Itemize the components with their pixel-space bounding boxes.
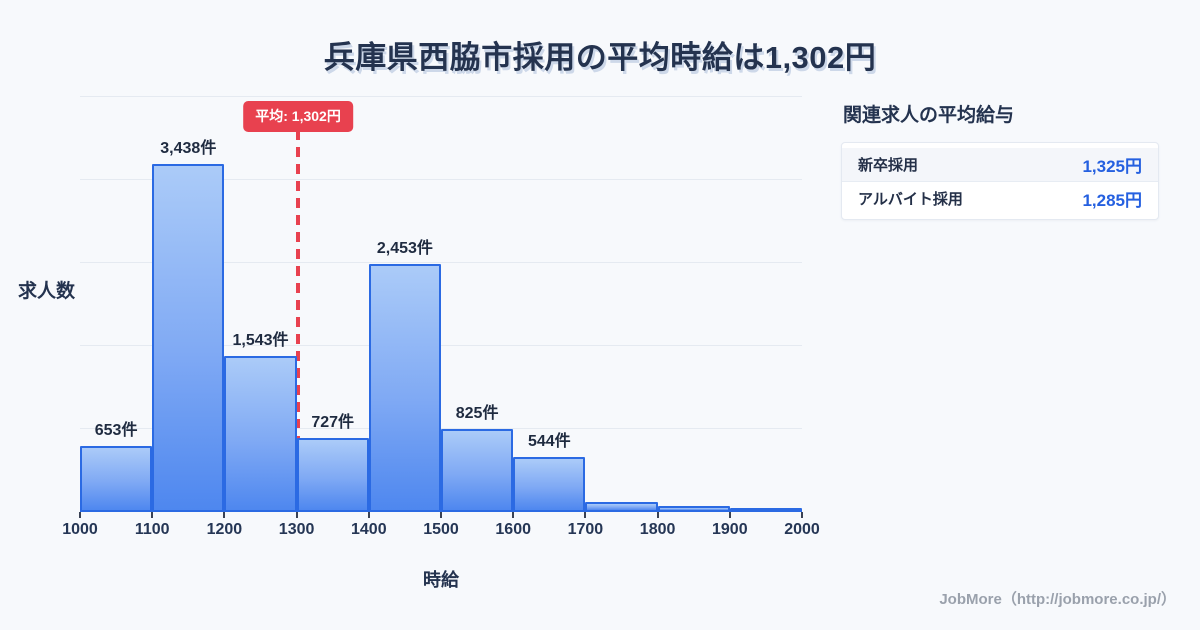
y-axis-label: 求人数 [18,281,76,302]
page-title: 兵庫県西脇市採用の平均時給は1,302円 [323,40,877,75]
bar-1600-1700 [513,456,586,512]
x-axis-tick [728,512,731,518]
average-value-badge: 平均: 1,302円 [243,101,353,132]
bar-value-label: 544件 [527,432,571,450]
x-axis-tick [440,512,442,518]
bar-value-label: 653件 [94,421,138,439]
x-axis-tick-label: 1100 [134,521,170,538]
x-axis-tick-label: 1900 [712,521,748,538]
related-jobs-row-value: 1,285円 [1082,190,1142,210]
x-axis-tick-label: 1500 [423,521,459,538]
x-axis-tick-label: 1000 [62,521,98,538]
related-jobs-card: 新卒採用 1,325円 アルバイト採用 1,285円 [841,142,1159,220]
x-axis-tick-label: 1400 [351,521,387,538]
x-axis-tick-label: 1300 [278,521,315,538]
average-dashed-line [296,130,301,512]
bar-1800-1900 [657,505,730,512]
x-axis-tick [79,512,81,518]
bar-1200-1300 [224,355,297,512]
gridline [80,179,802,180]
x-axis-label: 時給 [423,570,459,590]
bar-1500-1600 [441,428,514,512]
bar-1400-1500 [368,263,441,512]
related-jobs-row-label: アルバイト採用 [858,190,963,208]
bar-1100-1200 [152,164,225,512]
x-axis-tick [656,512,659,518]
bar-value-label: 3,438件 [160,140,217,158]
x-axis-tick-label: 1700 [567,521,604,538]
x-axis-tick [151,512,154,518]
bar-1300-1400 [296,438,369,512]
x-axis-tick [801,512,803,518]
histogram-plot-area: 平均: 1,302円 653件 3,438件 1,543件 727件 2,453件 825… [62,96,820,538]
x-axis-tick [295,512,298,518]
related-jobs-row-value: 1,325円 [1082,157,1142,176]
x-axis-tick [512,512,515,518]
bar-1700-1800 [585,501,658,512]
footer-credit: JobMore（http://jobmore.co.jp/） [939,591,1176,608]
related-jobs-row-shinsotsu: 新卒採用 1,325円 [842,148,1158,181]
bar-1900-2000 [729,508,802,512]
bar-value-label: 825件 [455,404,499,422]
x-axis-tick-label: 1600 [495,521,531,538]
bar-value-label: 727件 [311,414,355,432]
bar-value-label: 1,543件 [232,331,289,349]
x-axis-tick-label: 1200 [206,521,243,538]
x-axis-tick-label: 1800 [639,521,676,538]
x-axis-tick-label: 2000 [784,521,820,538]
x-axis-tick [367,512,370,518]
bar-1000-1100 [80,445,153,512]
gridline [80,345,802,346]
related-jobs-row-label: 新卒採用 [858,157,919,174]
bar-value-label: 2,453件 [376,239,433,257]
x-axis-tick [223,512,226,518]
x-axis-tick [584,512,587,518]
gridline [80,262,802,263]
related-jobs-row-arbeit: アルバイト採用 1,285円 [842,181,1158,214]
related-jobs-heading: 関連求人の平均給与 [843,105,1015,126]
gridline [80,96,802,97]
